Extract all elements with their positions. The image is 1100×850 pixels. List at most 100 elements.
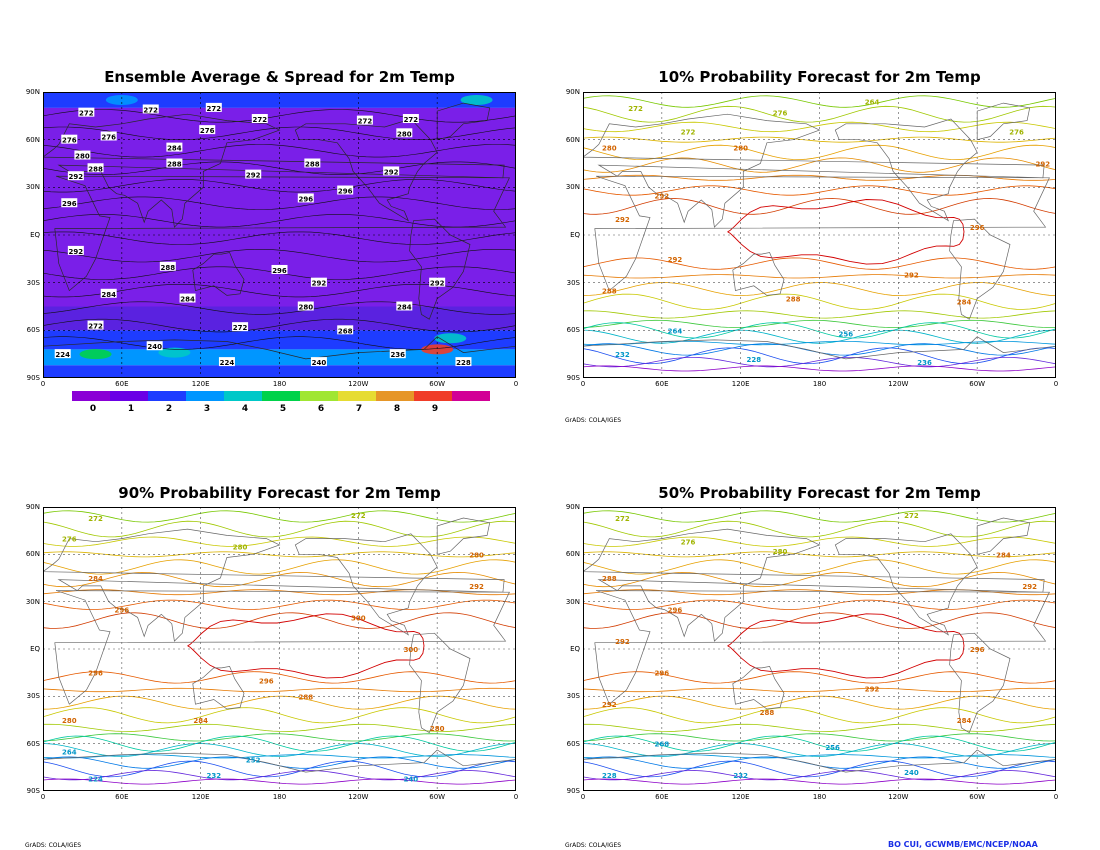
- map-ensemble-spread: 272 272 272 272 272 272 276 276 276 280 280 284 288 2…: [43, 92, 516, 378]
- isotherm-line: [583, 723, 1056, 732]
- colorbar-label: 5: [279, 404, 287, 414]
- map-10pct: 264 272 276 272 276 280 280 292 292 292 296 292 292 2…: [583, 92, 1056, 378]
- contour-label: 272: [351, 512, 366, 520]
- coastline: [834, 533, 978, 636]
- contour-label: 292: [655, 192, 670, 200]
- lat-tick-label: EQ: [30, 645, 40, 653]
- lat-tick-label: 90N: [25, 88, 40, 96]
- spread-band: [43, 92, 516, 108]
- contour-label-bg: [310, 277, 327, 287]
- colorbar-label: 3: [203, 404, 211, 414]
- contour-label: 236: [390, 351, 405, 359]
- lat-tick-label: EQ: [570, 645, 580, 653]
- contour-label: 296: [272, 267, 287, 275]
- contour-label: 264: [865, 99, 880, 107]
- contour-label: 228: [602, 772, 617, 780]
- coastline: [594, 590, 1050, 705]
- coastline: [54, 590, 510, 705]
- coastline: [43, 528, 505, 642]
- contour-label: 264: [62, 749, 77, 757]
- lon-tick-label: 60W: [429, 380, 446, 388]
- contour-label: 272: [79, 110, 94, 118]
- lon-tick-label: 120W: [888, 793, 909, 801]
- colorbar-label: 8: [393, 404, 401, 414]
- isotherm-line: [43, 599, 516, 610]
- contour-label-bg: [310, 357, 327, 367]
- contour-label: 280: [430, 725, 445, 733]
- contour-label: 292: [1036, 161, 1051, 169]
- coastline: [834, 118, 978, 222]
- isotherm-line: [583, 293, 1056, 310]
- lon-tick-label: 120W: [888, 380, 909, 388]
- contour-label: 288: [167, 161, 182, 169]
- isotherm-line: [43, 760, 516, 778]
- isotherm-line: [583, 510, 1056, 523]
- panel-title: 50% Probability Forecast for 2m Temp: [658, 484, 981, 502]
- contour-label-bg: [166, 158, 183, 168]
- coastline: [43, 749, 516, 791]
- contour-label: 284: [996, 551, 1011, 559]
- isotherm-line: [583, 760, 1056, 778]
- lat-tick-label: 60N: [565, 135, 580, 144]
- coastline: [976, 102, 1031, 141]
- contour-label: 280: [602, 145, 617, 153]
- coastline: [583, 528, 1045, 642]
- contour-label-bg: [455, 357, 472, 367]
- colorbar-segment: [414, 391, 452, 401]
- contour-label: 296: [970, 224, 985, 232]
- coastline: [949, 218, 1011, 320]
- contour-label: 240: [404, 775, 419, 783]
- contour-label: 288: [602, 575, 617, 583]
- contour-label-bg: [87, 320, 104, 330]
- lat-tick-label: 30S: [26, 278, 40, 287]
- isotherm-line: [583, 340, 1056, 346]
- coastline: [436, 102, 491, 141]
- lat-tick-label: 60N: [565, 550, 580, 559]
- contour-label: 272: [358, 118, 373, 126]
- lon-tick-label: 0: [580, 380, 586, 388]
- isotherm-line: [583, 95, 1056, 108]
- isotherm-line: [727, 199, 965, 265]
- coastline: [409, 218, 471, 320]
- spread-hotspot: [158, 347, 191, 358]
- contour-label: 268: [338, 327, 353, 335]
- coastline: [949, 632, 1011, 734]
- contour-label-bg: [78, 107, 95, 117]
- contour-label: 240: [904, 769, 919, 777]
- lat-tick-label: 30N: [25, 183, 40, 192]
- contour-label: 280: [733, 145, 748, 153]
- isotherm-line: [583, 157, 1056, 173]
- colorbar-segment: [148, 391, 186, 401]
- spread-hotspot: [105, 94, 138, 105]
- contour-label: 280: [397, 130, 412, 138]
- map-90pct: 272 272 276 280 280 284 292 296 300 300 296 296 288 2…: [43, 507, 516, 791]
- coastline: [583, 749, 1056, 791]
- coastline: [732, 666, 785, 710]
- lon-tick-label: 60E: [655, 793, 669, 801]
- contour-label: 240: [147, 343, 162, 351]
- isotherm-line: [43, 510, 516, 523]
- isotherm-line: [727, 613, 965, 679]
- map-frame: [43, 507, 516, 791]
- lat-tick-label: EQ: [570, 231, 580, 239]
- contour-label: 296: [298, 195, 313, 203]
- lat-tick-label: EQ: [30, 231, 40, 239]
- lat-tick-label: 90S: [566, 787, 580, 795]
- contour-label: 288: [760, 709, 775, 717]
- contour-label: 288: [305, 161, 320, 169]
- lon-tick-label: 120E: [191, 793, 210, 801]
- contour-label: 288: [602, 288, 617, 296]
- isotherm-line: [583, 754, 1056, 759]
- isotherm-line: [43, 144, 516, 158]
- lat-tick-label: 60S: [566, 739, 580, 748]
- panel-title: 10% Probability Forecast for 2m Temp: [658, 68, 981, 86]
- lon-tick-label: 120E: [191, 380, 210, 388]
- map-frame: [583, 92, 1056, 378]
- grads-credit: GrADS: COLA/IGES: [25, 842, 82, 849]
- colorbar-label: 0: [89, 404, 97, 414]
- contour-label-bg: [205, 102, 222, 112]
- coastline: [583, 336, 1056, 378]
- contour-label: 280: [233, 543, 248, 551]
- contour-label: 272: [143, 106, 158, 114]
- isotherm-line: [43, 571, 516, 588]
